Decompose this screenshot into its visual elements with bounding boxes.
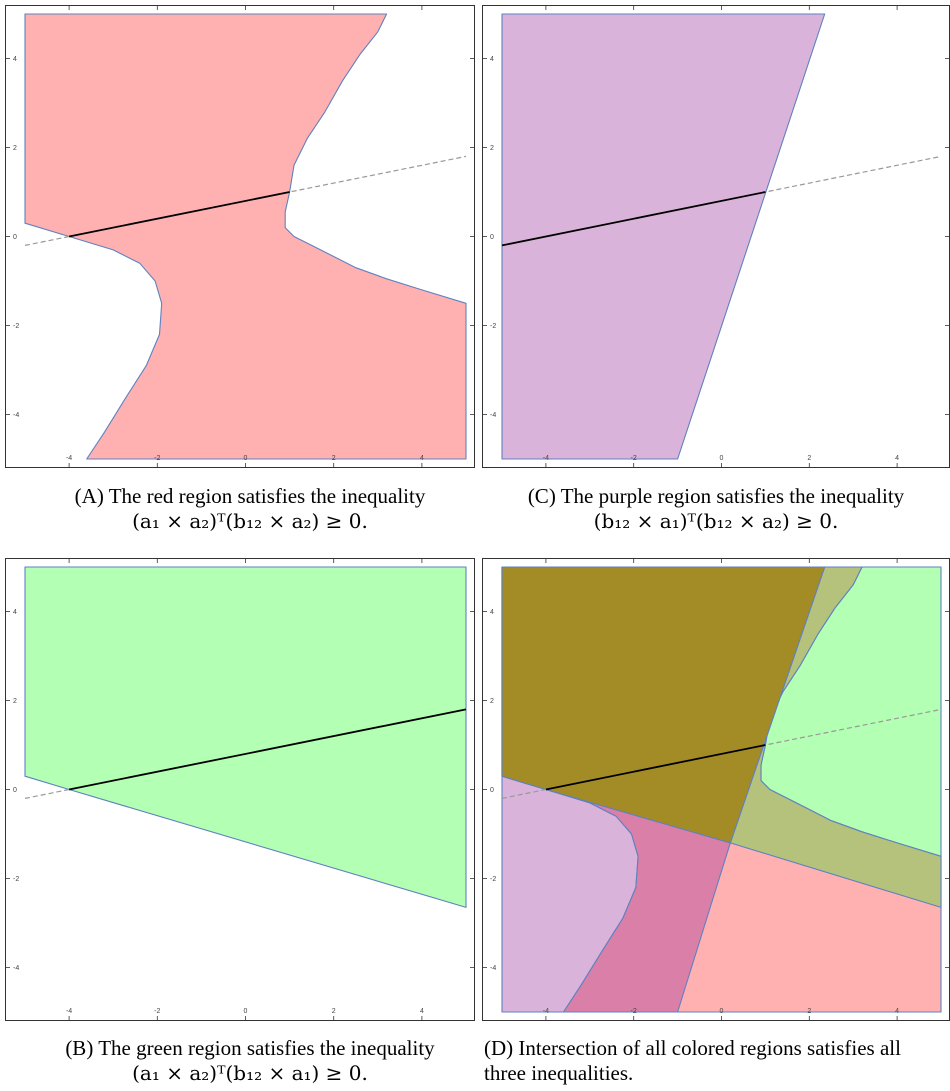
plot-frame-b xyxy=(5,558,475,1021)
region-red-a xyxy=(24,13,467,460)
caption-a-label: (A) xyxy=(74,484,104,508)
caption-c-label: (C) xyxy=(527,484,556,508)
y-tick-label: -2 xyxy=(490,323,496,330)
caption-a-formula: (a₁ × a₂)ᵀ(b₁₂ × a₂) ≥ 0. xyxy=(132,509,368,533)
region-green-b xyxy=(24,566,467,908)
caption-b-formula: (a₁ × a₂)ᵀ(b₁₂ × a₁) ≥ 0. xyxy=(132,1061,368,1085)
caption-a: (A) The red region satisfies the inequal… xyxy=(25,484,475,534)
plot-b-svg: -4 -2 0 2 4 -4 -2 0 2 4 xyxy=(5,558,475,1021)
caption-d-text-1: Intersection of all colored regions sati… xyxy=(518,1036,901,1060)
caption-c: (C) The purple region satisfies the ineq… xyxy=(482,484,950,534)
y-tick-label: 4 xyxy=(490,56,494,63)
plot-a: -4 -2 0 2 4 -4 -2 0 2 4 xyxy=(5,5,475,468)
overlap-olive-green-d xyxy=(729,566,942,908)
y-tick-label: 4 xyxy=(13,609,17,616)
plot-frame-a xyxy=(5,5,475,468)
solid-segment-c xyxy=(501,191,766,247)
x-tick-label: 0 xyxy=(244,1008,248,1015)
y-tick-label: 2 xyxy=(490,145,494,152)
y-tick-label: -2 xyxy=(13,323,19,330)
x-tick-label: -2 xyxy=(631,1008,637,1015)
plot-d-svg: -4 -2 0 2 4 -4 -2 0 2 4 xyxy=(482,558,950,1021)
caption-d-label: (D) xyxy=(484,1036,514,1060)
x-tick-label: -2 xyxy=(631,455,637,462)
x-tick-label: 4 xyxy=(895,455,899,462)
y-tick-label: -2 xyxy=(13,876,19,883)
y-tick-label: -4 xyxy=(13,412,19,419)
y-tick-label: 0 xyxy=(490,234,494,241)
y-tick-label: 2 xyxy=(13,145,17,152)
x-tick-label: -4 xyxy=(543,455,549,462)
x-tick-label: 2 xyxy=(807,455,811,462)
solid-segment-b xyxy=(68,708,467,791)
plot-c-svg: -4 -2 0 2 4 -4 -2 0 2 4 xyxy=(482,5,950,468)
x-tick-label: -4 xyxy=(66,1008,72,1015)
y-tick-label: 0 xyxy=(490,787,494,794)
x-tick-label: 0 xyxy=(720,1008,724,1015)
x-tick-label: 4 xyxy=(895,1008,899,1015)
caption-b-label: (B) xyxy=(65,1036,94,1060)
y-tick-label: 4 xyxy=(490,609,494,616)
overlap-olive-d xyxy=(501,566,826,844)
caption-d-text-2: three inequalities. xyxy=(484,1061,634,1085)
x-tick-label: 2 xyxy=(332,1008,336,1015)
caption-a-text: The red region satisfies the inequality xyxy=(108,484,426,508)
y-tick-label: 0 xyxy=(13,234,17,241)
x-tick-label: 0 xyxy=(720,455,724,462)
y-tick-label: -4 xyxy=(490,965,496,972)
plot-d: -4 -2 0 2 4 -4 -2 0 2 4 xyxy=(482,558,950,1021)
y-tick-label: 0 xyxy=(13,787,17,794)
y-tick-label: 2 xyxy=(13,698,17,705)
caption-c-formula: (b₁₂ × a₁)ᵀ(b₁₂ × a₂) ≥ 0. xyxy=(593,509,839,533)
x-tick-label: 0 xyxy=(244,455,248,462)
x-tick-label: -4 xyxy=(543,1008,549,1015)
y-tick-label: -2 xyxy=(490,876,496,883)
caption-d: (D) Intersection of all colored regions … xyxy=(484,1036,950,1086)
region-purple-c xyxy=(501,13,826,460)
y-tick-label: 4 xyxy=(13,56,17,63)
x-tick-label: 4 xyxy=(420,1008,424,1015)
x-tick-label: 2 xyxy=(332,455,336,462)
plot-c: -4 -2 0 2 4 -4 -2 0 2 4 xyxy=(482,5,950,468)
y-tick-label: -4 xyxy=(13,965,19,972)
x-tick-label: 4 xyxy=(420,455,424,462)
caption-b: (B) The green region satisfies the inequ… xyxy=(25,1036,475,1086)
x-tick-label: -2 xyxy=(154,455,160,462)
plot-b: -4 -2 0 2 4 -4 -2 0 2 4 xyxy=(5,558,475,1021)
caption-b-text: The green region satisfies the inequalit… xyxy=(98,1036,435,1060)
x-tick-label: 2 xyxy=(807,1008,811,1015)
y-tick-label: -4 xyxy=(490,412,496,419)
solid-segment-a xyxy=(68,191,290,238)
solid-segment-d xyxy=(545,744,766,791)
caption-c-text: The purple region satisfies the inequali… xyxy=(560,484,905,508)
plot-a-svg: -4 -2 0 2 4 -4 -2 0 2 4 xyxy=(5,5,475,468)
x-tick-label: -2 xyxy=(154,1008,160,1015)
x-tick-label: -4 xyxy=(66,455,72,462)
y-tick-label: 2 xyxy=(490,698,494,705)
